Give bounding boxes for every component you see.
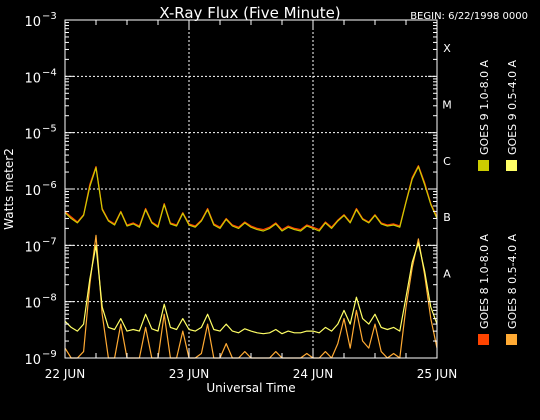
x-tick-label: 24 JUN [293, 367, 333, 381]
flare-class-label: B [443, 211, 451, 224]
x-tick-labels: 22 JUN 23 JUN 24 JUN 25 JUN [45, 367, 457, 381]
y-tick-label: 10 [24, 184, 41, 199]
legend-label: GOES 9 0.5-4.0 A [506, 59, 519, 155]
y-tick-label: 10 [24, 353, 41, 368]
legend-label: GOES 8 1.0-8.0 A [478, 233, 491, 329]
y-tick-exponent: −9 [42, 349, 57, 360]
y-tick-exponent: −7 [42, 236, 57, 247]
y-tick-exponent: −3 [42, 11, 57, 22]
y-tick-label: 10 [24, 128, 41, 143]
legend-label: GOES 9 1.0-8.0 A [478, 59, 491, 155]
series-line [64, 242, 438, 335]
y-tick-label: 10 [24, 297, 41, 312]
x-axis-title: Universal Time [206, 381, 295, 395]
y-tick-label: 10 [24, 71, 41, 86]
y-tick-exponent: −8 [42, 293, 57, 304]
flare-class-labels: A B C M X [442, 42, 452, 280]
y-tick-exponent: −6 [42, 180, 57, 191]
grid-lines [65, 20, 437, 358]
legend-label: GOES 8 0.5-4.0 A [506, 233, 519, 329]
legend-swatch [478, 160, 489, 171]
y-tick-label: 10 [24, 15, 41, 30]
chart-title: X-Ray Flux (Five Minute) [159, 4, 340, 22]
flare-class-label: M [442, 99, 452, 112]
legend: GOES 8 1.0-8.0 A GOES 9 1.0-8.0 A GOES 8 0… [478, 59, 519, 345]
flare-class-label: X [443, 42, 451, 55]
y-tick-labels: 10−910−810−710−610−510−410−3 [24, 11, 56, 368]
y-tick-exponent: −4 [42, 67, 57, 78]
series-line [64, 166, 438, 232]
flare-class-label: C [443, 155, 451, 168]
legend-swatch [478, 334, 489, 345]
legend-swatch [506, 160, 517, 171]
y-tick-exponent: −5 [42, 124, 57, 135]
y-axis-title: Watts meter2 [2, 148, 16, 230]
legend-swatch [506, 334, 517, 345]
axis-ticks [64, 20, 438, 359]
begin-date-label: BEGIN: 6/22/1998 0000 [410, 11, 528, 22]
x-tick-label: 22 JUN [45, 367, 85, 381]
y-tick-label: 10 [24, 240, 41, 255]
x-tick-label: 25 JUN [417, 367, 457, 381]
x-tick-label: 23 JUN [169, 367, 209, 381]
flare-class-label: A [443, 268, 451, 281]
